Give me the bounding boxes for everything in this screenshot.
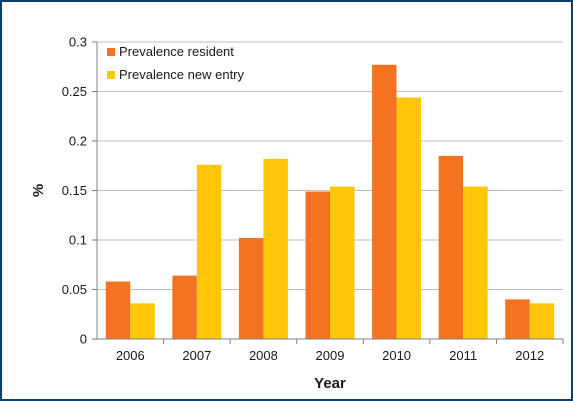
bar-resident-2012 (505, 299, 530, 339)
axes (92, 41, 564, 344)
y-tick-label: 0.25 (62, 84, 87, 99)
y-tick-label: 0.1 (69, 233, 87, 248)
y-axis-title: % (30, 184, 47, 197)
legend: Prevalence resident Prevalence new entry (107, 44, 245, 82)
bar-new-entry-2008 (263, 158, 288, 339)
y-tick-label: 0.15 (62, 183, 87, 198)
legend-label-resident: Prevalence resident (119, 44, 234, 59)
x-tick-label: 2010 (382, 348, 411, 363)
y-tick-label: 0 (80, 332, 87, 347)
bar-resident-2007 (172, 275, 197, 339)
bar-new-entry-2010 (396, 97, 422, 339)
x-tick-label: 2007 (182, 348, 211, 363)
y-tick-label: 0.2 (69, 134, 87, 149)
bar-resident-2008 (238, 238, 264, 339)
bar-resident-2011 (438, 155, 464, 339)
x-tick-label: 2011 (449, 348, 477, 363)
x-axis-title: Year (314, 375, 346, 392)
x-tick-label: 2006 (116, 348, 145, 363)
bar-new-entry-2009 (330, 186, 355, 339)
bar-resident-2009 (305, 191, 330, 339)
bar-resident-2006 (105, 281, 131, 339)
y-tick-label: 0.3 (69, 35, 87, 50)
x-tick-labels: 2006 2007 2008 2009 2010 2011 2012 (116, 348, 544, 363)
x-tick-label: 2009 (316, 348, 345, 363)
legend-label-new-entry: Prevalence new entry (119, 67, 245, 82)
bar-new-entry-2011 (463, 186, 488, 339)
bar-resident-2010 (372, 64, 397, 340)
legend-swatch-resident (107, 48, 115, 56)
bars (105, 64, 555, 340)
x-tick-label: 2008 (249, 348, 278, 363)
y-tick-label: 0.05 (62, 282, 87, 297)
y-tick-labels: 0 0.05 0.1 0.15 0.2 0.25 0.3 (62, 35, 87, 347)
x-tick-label: 2012 (515, 348, 544, 363)
legend-swatch-new-entry (107, 71, 115, 79)
bar-new-entry-2012 (529, 303, 555, 339)
bar-new-entry-2007 (196, 164, 222, 339)
bar-new-entry-2006 (130, 303, 155, 339)
